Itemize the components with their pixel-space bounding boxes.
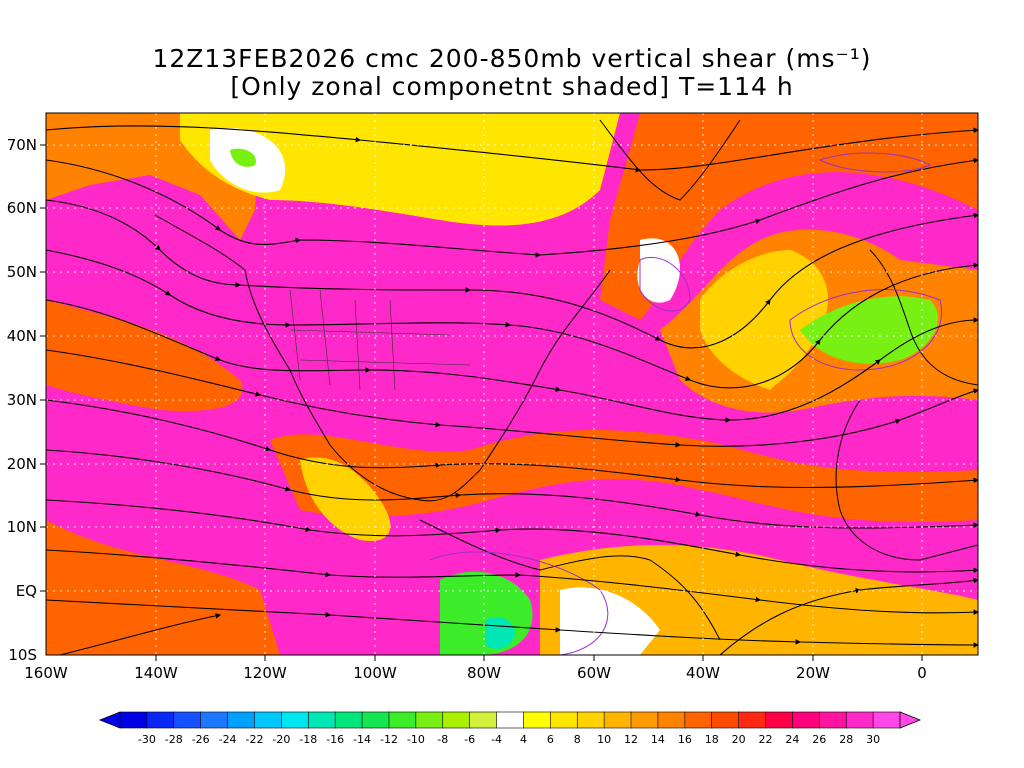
colorbar-tick-label: -28 [165, 733, 183, 746]
colorbar-swatch [630, 711, 659, 729]
colorbar-swatch [173, 711, 202, 729]
streamline-11 [46, 599, 978, 648]
colorbar-tick-label: 22 [759, 733, 773, 746]
colorbar-arrow-right [899, 711, 922, 729]
colorbar-swatch [550, 711, 579, 729]
colorbar-swatch [334, 711, 363, 729]
colorbar-tick-label: 18 [705, 733, 719, 746]
colorbar: -30 -28 -26 -24 -22 -20 -18 -16 -14 -12 -10 -8 -6 -4 4… [98, 711, 922, 746]
colorbar-swatch [227, 711, 256, 729]
map-title-line1: 12Z13FEB2026 cmc 200-850mb vertical shea… [152, 44, 872, 73]
colorbar-swatch [845, 711, 874, 729]
colorbar-swatch [469, 711, 498, 729]
lat-label-30n: 30N [7, 391, 37, 409]
colorbar-tick-label: -26 [192, 733, 210, 746]
colorbar-swatch [765, 711, 794, 729]
colorbar-swatch [388, 711, 417, 729]
colorbar-tick-label: -20 [272, 733, 290, 746]
colorbar-tick-label: 12 [624, 733, 638, 746]
colorbar-tick-label: -16 [326, 733, 344, 746]
lat-label-50n: 50N [7, 263, 37, 281]
lon-label-60w: 60W [577, 664, 611, 682]
streamline-8 [46, 449, 978, 529]
colorbar-tick-label: -4 [491, 733, 502, 746]
colorbar-swatch [415, 711, 444, 729]
colorbar-tick-label: 26 [812, 733, 826, 746]
orange-band-pacific-south [46, 300, 243, 411]
plot-frame [45, 112, 979, 656]
colorbar-swatch [738, 711, 767, 729]
colorbar-arrow-left [98, 711, 121, 729]
lon-label-0: 0 [917, 664, 927, 682]
lat-label-20n: 20N [7, 455, 37, 473]
colorbar-swatch [254, 711, 283, 729]
colorbar-tick-label: 20 [732, 733, 746, 746]
lon-label-40w: 40W [686, 664, 720, 682]
colorbar-swatch [146, 711, 175, 729]
colorbar-tick-label: -24 [219, 733, 237, 746]
streamline-12 [59, 613, 222, 655]
colorbar-swatch [496, 711, 525, 729]
colorbar-tick-label: 28 [839, 733, 853, 746]
colorbar-tick-label: -6 [464, 733, 475, 746]
colorbar-tick-label: 14 [651, 733, 665, 746]
lon-label-100w: 100W [353, 664, 397, 682]
colorbar-swatch [523, 711, 552, 729]
colorbar-swatch [792, 711, 821, 729]
streamlines [46, 125, 978, 655]
map-title-line2: [Only zonal componetnt shaded] T=114 h [230, 72, 794, 101]
streamline-9 [46, 499, 978, 574]
streamline-13 [719, 577, 978, 655]
colorbar-swatch [442, 711, 471, 729]
lon-label-20w: 20W [796, 664, 830, 682]
colorbar-swatch [576, 711, 605, 729]
colorbar-tick-label: -10 [407, 733, 425, 746]
colorbar-tick-label: 6 [547, 733, 554, 746]
colorbar-swatch [603, 711, 632, 729]
colorbar-tick-label: -8 [437, 733, 448, 746]
colorbar-tick-label: -14 [353, 733, 371, 746]
colorbar-tick-label: -12 [380, 733, 398, 746]
lon-label-120w: 120W [243, 664, 287, 682]
lat-label-40n: 40N [7, 327, 37, 345]
colorbar-swatch [200, 711, 229, 729]
colorbar-tick-label: 4 [520, 733, 527, 746]
colorbar-tick-label: 30 [866, 733, 880, 746]
latitude-axis: 70N 60N 50N 40N 30N 20N 10N EQ 10S [7, 136, 46, 664]
colorbar-tick-label: -30 [138, 733, 156, 746]
streamline-10 [46, 549, 978, 615]
streamline-6 [46, 349, 978, 448]
colorbar-swatch [872, 711, 901, 729]
lat-label-70n: 70N [7, 136, 37, 154]
colorbar-tick-label: -18 [299, 733, 317, 746]
colorbar-tick-label: 16 [678, 733, 692, 746]
colorbar-tick-label: 8 [574, 733, 581, 746]
lat-label-60n: 60N [7, 199, 37, 217]
lon-label-80w: 80W [467, 664, 501, 682]
colorbar-swatch [819, 711, 848, 729]
colorbar-swatch [307, 711, 336, 729]
graticule [46, 113, 978, 655]
shear-field [46, 113, 978, 655]
lat-label-10s: 10S [8, 646, 37, 664]
colorbar-tick-label: -22 [245, 733, 263, 746]
colorbar-swatch [711, 711, 740, 729]
lat-label-eq: EQ [16, 582, 37, 600]
colorbar-swatch [361, 711, 390, 729]
longitude-axis: 160W 140W 120W 100W 80W 60W 40W 20W 0 [24, 655, 927, 682]
colorbar-swatch [684, 711, 713, 729]
colorbar-tick-label: 10 [597, 733, 611, 746]
colorbar-tick-label: 24 [785, 733, 799, 746]
lon-label-160w: 160W [24, 664, 68, 682]
lat-label-10n: 10N [7, 518, 37, 536]
colorbar-swatch [119, 711, 148, 729]
colorbar-swatch [281, 711, 310, 729]
colorbar-swatch [657, 711, 686, 729]
streamline-1 [46, 125, 978, 173]
lon-label-140w: 140W [134, 664, 178, 682]
